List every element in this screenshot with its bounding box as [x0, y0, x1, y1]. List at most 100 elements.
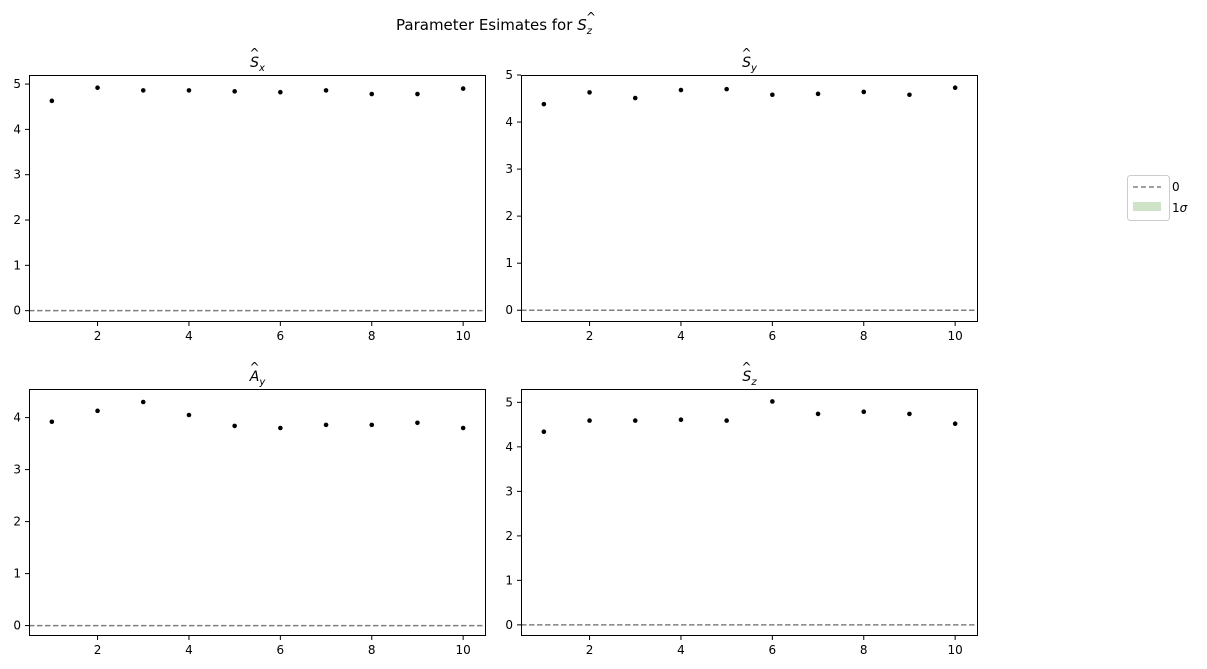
- y-tick-label: 4: [505, 440, 513, 454]
- y-tick-label: 3: [505, 484, 513, 498]
- subplot-title: Sx: [250, 55, 265, 74]
- data-point: [907, 92, 912, 98]
- y-tick-label: 1: [505, 256, 513, 270]
- subplot-title: Sy: [742, 55, 758, 74]
- data-point: [724, 418, 729, 423]
- y-tick-label: 1: [505, 573, 513, 587]
- data-point: [907, 411, 912, 417]
- data-point: [323, 88, 329, 93]
- subplot-2: 2 4 6 8 10 0 1 2 3 4 5 Sy^: [505, 46, 978, 343]
- legend: 0 1σ: [1127, 175, 1188, 221]
- legend-box: [1127, 175, 1170, 221]
- data-point: [815, 91, 821, 97]
- data-point: [861, 89, 867, 95]
- x-tick-label: 8: [860, 643, 868, 657]
- legend-sigma-patch-icon: [1133, 202, 1161, 211]
- data-point: [541, 429, 547, 435]
- y-tick-label: 2: [505, 529, 513, 543]
- subplot-1: 2 4 6 8 10 0 1 2 3 4 5 Sx^: [13, 46, 486, 343]
- figure-suptitle: Parameter Esimates for Sz: [396, 16, 593, 37]
- y-tick-label: 0: [505, 303, 513, 317]
- data-point: [95, 85, 100, 90]
- data-point: [140, 88, 146, 93]
- x-tick-label: 2: [94, 643, 102, 657]
- y-tick-label: 4: [13, 411, 21, 425]
- data-point: [369, 91, 375, 97]
- x-tick-label: 4: [185, 329, 193, 343]
- subplot-title-hat: ^: [741, 46, 751, 60]
- subplot-title: Sz: [742, 369, 757, 388]
- x-tick-label: 10: [456, 643, 471, 657]
- axes-frame: [521, 75, 978, 322]
- data-point: [415, 91, 420, 97]
- x-tick-label: 10: [948, 643, 963, 657]
- data-point: [49, 419, 55, 425]
- data-point: [232, 423, 237, 429]
- data-point: [415, 420, 420, 426]
- data-point: [541, 101, 547, 107]
- data-point: [770, 399, 775, 404]
- data-point: [278, 89, 283, 95]
- x-tick-label: 4: [677, 329, 685, 343]
- subplot-title-hat: ^: [249, 360, 259, 374]
- y-tick-label: 0: [505, 618, 513, 632]
- y-tick-label: 4: [13, 122, 21, 136]
- legend-label-sigma: 1σ: [1172, 201, 1188, 215]
- data-point: [770, 92, 775, 98]
- data-point: [678, 87, 684, 93]
- data-point: [95, 408, 100, 414]
- y-tick-label: 4: [505, 115, 513, 129]
- x-tick-label: 10: [456, 329, 471, 343]
- subplot-title-hat: ^: [741, 360, 751, 374]
- subplot-title-hat: ^: [249, 46, 259, 60]
- data-point: [140, 399, 146, 405]
- x-tick-label: 4: [677, 643, 685, 657]
- subplot-3: 2 4 6 8 10 0 1 2 3 4 Ay^: [13, 360, 486, 657]
- data-point: [460, 86, 466, 91]
- axes-frame: [521, 389, 978, 636]
- x-tick-label: 2: [94, 329, 102, 343]
- y-tick-label: 0: [13, 304, 21, 318]
- x-tick-label: 8: [368, 329, 376, 343]
- x-tick-label: 8: [368, 643, 376, 657]
- data-point: [186, 412, 192, 418]
- y-tick-label: 0: [13, 619, 21, 633]
- y-tick-label: 3: [13, 463, 21, 477]
- axes-frame: [29, 389, 486, 636]
- data-point: [632, 418, 638, 423]
- subplot-4: 2 4 6 8 10 0 1 2 3 4 5 Sz^: [505, 360, 978, 657]
- data-point: [952, 421, 958, 427]
- y-tick-label: 2: [13, 515, 21, 529]
- y-tick-label: 3: [505, 162, 513, 176]
- x-tick-label: 6: [769, 643, 777, 657]
- data-point: [632, 95, 638, 101]
- x-tick-label: 8: [860, 329, 868, 343]
- data-point: [186, 88, 192, 93]
- data-point: [232, 89, 237, 94]
- data-point: [369, 422, 375, 428]
- data-point: [724, 86, 729, 92]
- data-point: [587, 90, 592, 95]
- data-point: [323, 422, 329, 428]
- data-point: [49, 98, 55, 104]
- data-point: [678, 417, 684, 423]
- y-tick-label: 2: [505, 209, 513, 223]
- data-point: [587, 418, 592, 423]
- y-tick-label: 5: [13, 77, 21, 91]
- legend-label-zero: 0: [1172, 180, 1180, 194]
- data-point: [861, 409, 867, 414]
- data-point: [815, 411, 821, 417]
- x-tick-label: 10: [948, 329, 963, 343]
- data-point: [460, 425, 466, 431]
- data-point: [278, 425, 283, 431]
- suptitle-hat: ^: [586, 10, 596, 24]
- x-tick-label: 6: [769, 329, 777, 343]
- y-tick-label: 1: [13, 258, 21, 272]
- y-tick-label: 1: [13, 567, 21, 581]
- y-tick-label: 5: [505, 68, 513, 82]
- data-point: [952, 85, 958, 91]
- x-tick-label: 4: [185, 643, 193, 657]
- x-tick-label: 2: [586, 643, 594, 657]
- axes-frame: [29, 75, 486, 322]
